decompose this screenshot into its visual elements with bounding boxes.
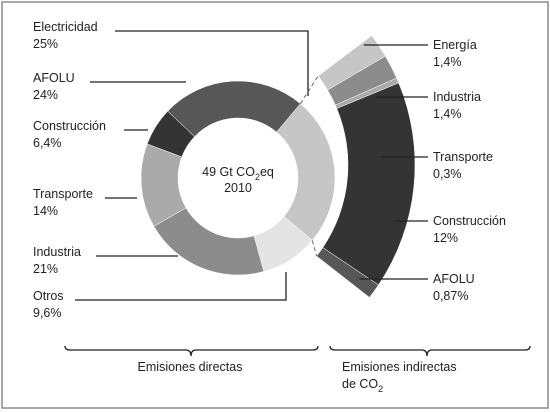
leader-line bbox=[115, 30, 309, 96]
value-label: 1,4% bbox=[433, 107, 462, 121]
value-label: 14% bbox=[33, 204, 58, 218]
leader-line bbox=[75, 272, 287, 301]
value-label: 0,87% bbox=[433, 289, 468, 303]
breakout-segment bbox=[316, 247, 379, 298]
footer-direct: Emisiones directas bbox=[138, 360, 243, 374]
center-year: 2010 bbox=[224, 181, 252, 195]
value-label: 25% bbox=[33, 37, 58, 51]
value-label: 9,6% bbox=[33, 306, 62, 320]
footer-subscript: 2 bbox=[378, 384, 383, 394]
donut-segment bbox=[153, 207, 265, 276]
value-label: 21% bbox=[33, 262, 58, 276]
center-label: 49 Gt CO2eq bbox=[202, 165, 274, 182]
category-label: AFOLU bbox=[433, 272, 475, 286]
category-label: Industria bbox=[33, 245, 81, 259]
center-subscript: 2 bbox=[255, 172, 260, 182]
category-label: Construcción bbox=[433, 214, 506, 228]
category-label: Transporte bbox=[433, 150, 493, 164]
footer-prefix: de CO bbox=[342, 377, 378, 391]
breakout-segment bbox=[322, 82, 416, 286]
value-label: 12% bbox=[433, 231, 458, 245]
value-label: 6,4% bbox=[33, 136, 62, 150]
footer-indirect: Emisiones indirectas bbox=[342, 360, 457, 374]
footer-indirect-2: de CO2 bbox=[342, 377, 383, 394]
category-label: Transporte bbox=[33, 187, 93, 201]
brace-indirect bbox=[329, 345, 531, 357]
value-label: 24% bbox=[33, 88, 58, 102]
brace-direct bbox=[64, 345, 319, 357]
value-label: 0,3% bbox=[433, 167, 462, 181]
connector bbox=[311, 240, 318, 257]
category-label: Electricidad bbox=[33, 20, 98, 34]
center-suffix: eq bbox=[260, 165, 274, 179]
category-label: Construcción bbox=[33, 119, 106, 133]
category-label: Industria bbox=[433, 90, 481, 104]
category-label: Otros bbox=[33, 289, 64, 303]
category-label: AFOLU bbox=[33, 71, 75, 85]
category-label: Energía bbox=[433, 38, 477, 52]
center-prefix: 49 Gt CO bbox=[202, 165, 255, 179]
value-label: 1,4% bbox=[433, 55, 462, 69]
connector bbox=[299, 75, 319, 104]
